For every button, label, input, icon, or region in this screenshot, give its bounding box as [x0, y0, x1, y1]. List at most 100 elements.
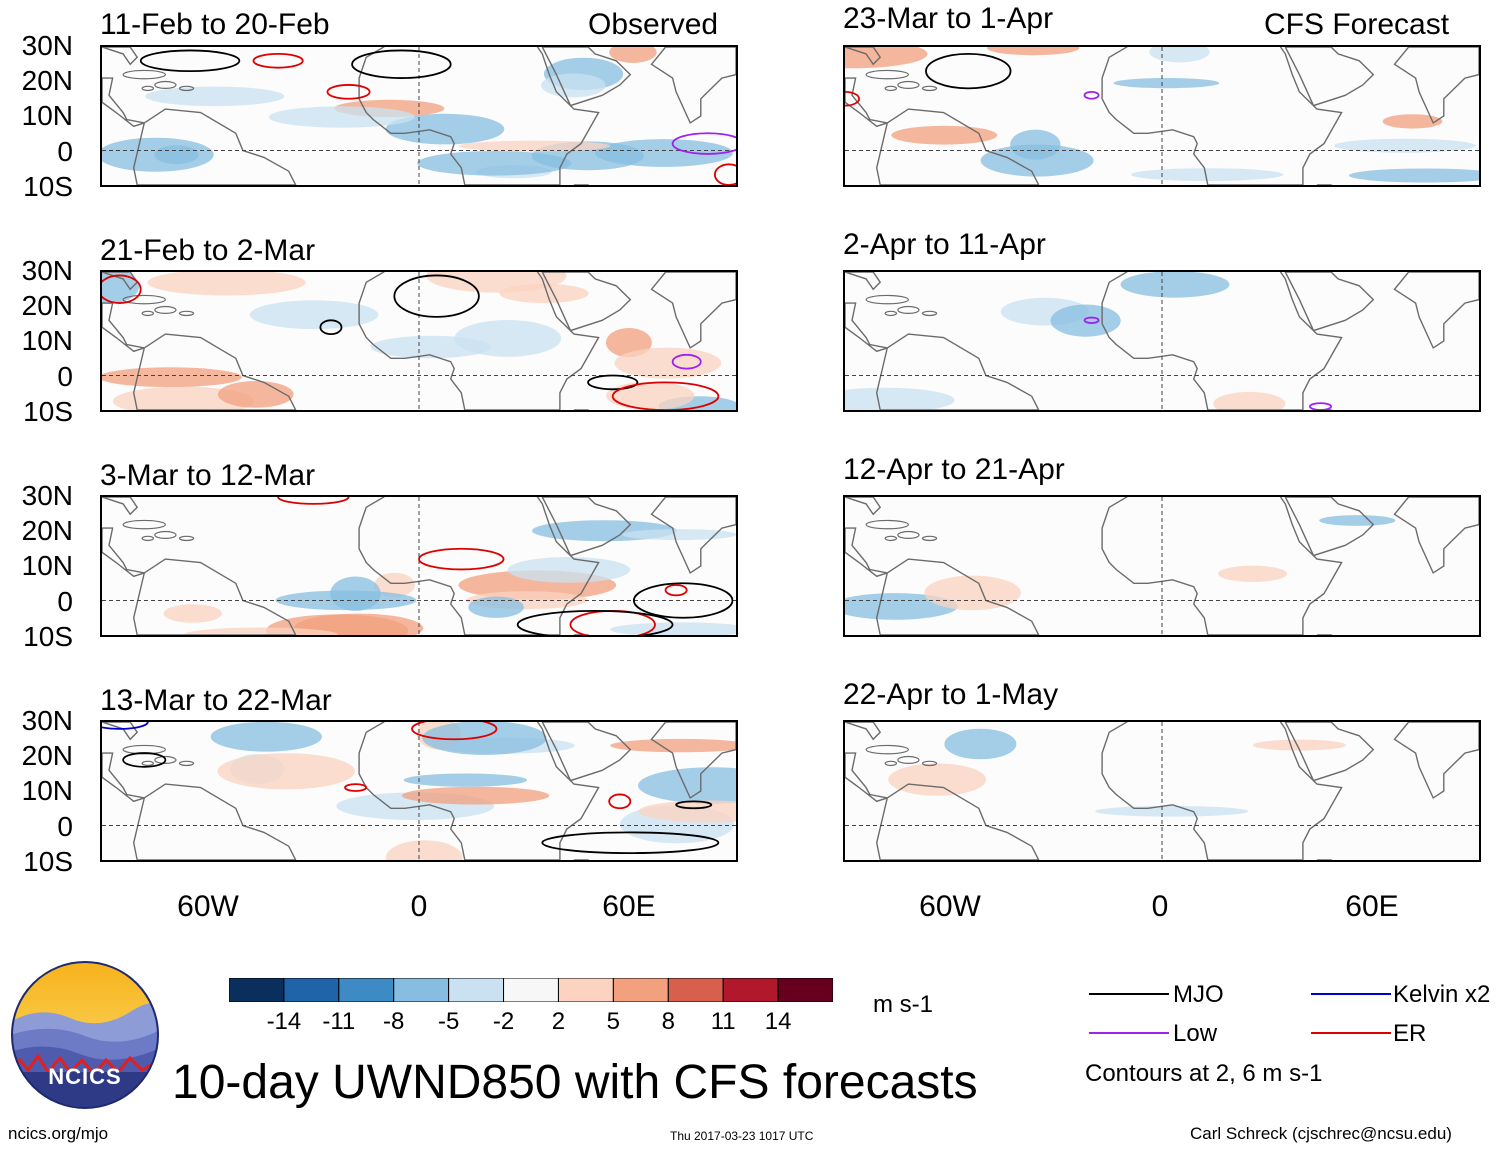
island-outline	[897, 755, 920, 765]
er-contour	[664, 584, 688, 597]
wind-anomaly-shading	[606, 381, 695, 410]
lon-label-left: 0	[410, 890, 428, 923]
lon-label-left: 60W	[177, 890, 239, 923]
colorbar-tick-label: -5	[437, 1008, 460, 1035]
wind-anomaly-shading	[268, 106, 415, 128]
island-outline	[122, 519, 166, 530]
lon-label-right: 60W	[919, 890, 981, 923]
coastline	[845, 77, 888, 128]
colorbar-tick-label: 5	[606, 1008, 621, 1035]
wind-anomaly-shading	[980, 144, 1094, 177]
wind-anomaly-shading	[145, 86, 285, 107]
lat-label: 30N	[21, 480, 73, 511]
island-outline	[884, 535, 898, 542]
legend-label-kelvin: Kelvin x2	[1393, 981, 1491, 1008]
wind-anomaly-shading	[610, 622, 736, 635]
map-panel-fc-2	[843, 270, 1481, 412]
coastline	[845, 527, 888, 578]
coastline	[132, 783, 297, 860]
coastline	[102, 77, 145, 128]
map-canvas	[845, 722, 1479, 860]
map-canvas	[102, 272, 736, 410]
coastline	[541, 722, 632, 782]
island-outline	[178, 85, 195, 92]
island-outline	[141, 310, 155, 317]
colorbar-swatch	[283, 977, 340, 1003]
wind-anomaly-shading	[210, 722, 322, 752]
coastline	[1393, 497, 1479, 574]
lat-label: 0	[57, 586, 73, 617]
panel-title-fc-2: 2-Apr to 11-Apr	[843, 228, 1046, 261]
low-contour	[1083, 90, 1100, 100]
panel-title-fc-3: 12-Apr to 21-Apr	[843, 453, 1065, 486]
colorbar-tick-label: -2	[492, 1008, 515, 1035]
colorbar-swatch	[338, 977, 395, 1003]
coastline	[1393, 272, 1479, 349]
coastline	[102, 752, 145, 803]
lon-label-left: 60E	[602, 890, 656, 923]
wind-anomaly-shading	[249, 300, 379, 330]
wind-anomaly-shading	[275, 590, 417, 611]
wind-anomaly-shading	[594, 139, 733, 167]
wind-anomaly-shading	[218, 381, 294, 408]
coastline	[650, 272, 736, 349]
wind-anomaly-shading	[163, 604, 222, 623]
lon-label-right: 0	[1151, 890, 1169, 923]
island-outline	[897, 530, 920, 540]
colorbar-swatch	[667, 977, 724, 1003]
lat-label: 0	[57, 361, 73, 392]
colorbar-tick-label: 8	[661, 1008, 675, 1035]
coastline	[875, 108, 1040, 185]
panel-title-obs-3: 3-Mar to 12-Mar	[100, 459, 316, 492]
observed-header: Observed	[588, 8, 719, 41]
coastline	[358, 722, 600, 860]
map-panel-obs-1	[100, 45, 738, 187]
coastline	[102, 497, 139, 516]
figure-title: 10-day UWND850 with CFS forecasts	[172, 1056, 978, 1109]
wind-anomaly-shading	[622, 529, 736, 541]
er-contour	[845, 90, 860, 107]
wind-anomaly-shading	[102, 367, 242, 388]
coastline	[102, 302, 145, 353]
legend-label-er: ER	[1393, 1020, 1427, 1047]
map-panel-obs-4	[100, 720, 738, 862]
colorbar-tick-label: 14	[764, 1008, 792, 1035]
coastline	[132, 108, 297, 185]
er-contour	[102, 274, 142, 304]
legend-label-mjo: MJO	[1173, 981, 1224, 1008]
lon-label-right: 60E	[1345, 890, 1399, 923]
colorbar-units: m s-1	[873, 991, 933, 1018]
wind-anomaly-shading	[1348, 168, 1479, 183]
panel-title-fc-1: 23-Mar to 1-Apr	[843, 2, 1054, 35]
island-outline	[865, 744, 909, 755]
wind-anomaly-shading	[422, 722, 547, 755]
legend-label-low: Low	[1173, 1020, 1218, 1047]
lat-label: 30N	[21, 30, 73, 61]
mjo-contour	[351, 49, 452, 79]
map-panel-fc-4	[843, 720, 1481, 862]
panel-title-obs-2: 21-Feb to 2-Mar	[100, 234, 316, 267]
map-canvas	[102, 497, 736, 635]
wind-anomaly-shading	[102, 137, 214, 172]
map-panel-fc-1	[843, 45, 1481, 187]
map-panel-obs-2	[100, 270, 738, 412]
island-outline	[865, 294, 909, 305]
er-contour	[608, 793, 632, 810]
panel-title-obs-1: 11-Feb to 20-Feb	[100, 8, 330, 41]
coastline	[1284, 272, 1375, 332]
mjo-contour	[393, 274, 480, 318]
low-contour	[671, 132, 736, 155]
map-canvas	[845, 497, 1479, 635]
coastline	[132, 333, 297, 410]
coastline	[845, 752, 888, 803]
footer-url[interactable]: ncics.org/mjo	[8, 1124, 109, 1143]
coastline	[102, 47, 139, 66]
mjo-contour	[632, 582, 734, 619]
wind-anomaly-shading	[944, 728, 1017, 760]
colorbar-swatch	[557, 977, 614, 1003]
wind-anomaly-shading	[1319, 515, 1396, 526]
coastline	[102, 527, 145, 578]
wind-anomaly-shading	[845, 47, 928, 69]
map-panel-obs-3	[100, 495, 738, 637]
colorbar-swatch	[503, 977, 559, 1003]
